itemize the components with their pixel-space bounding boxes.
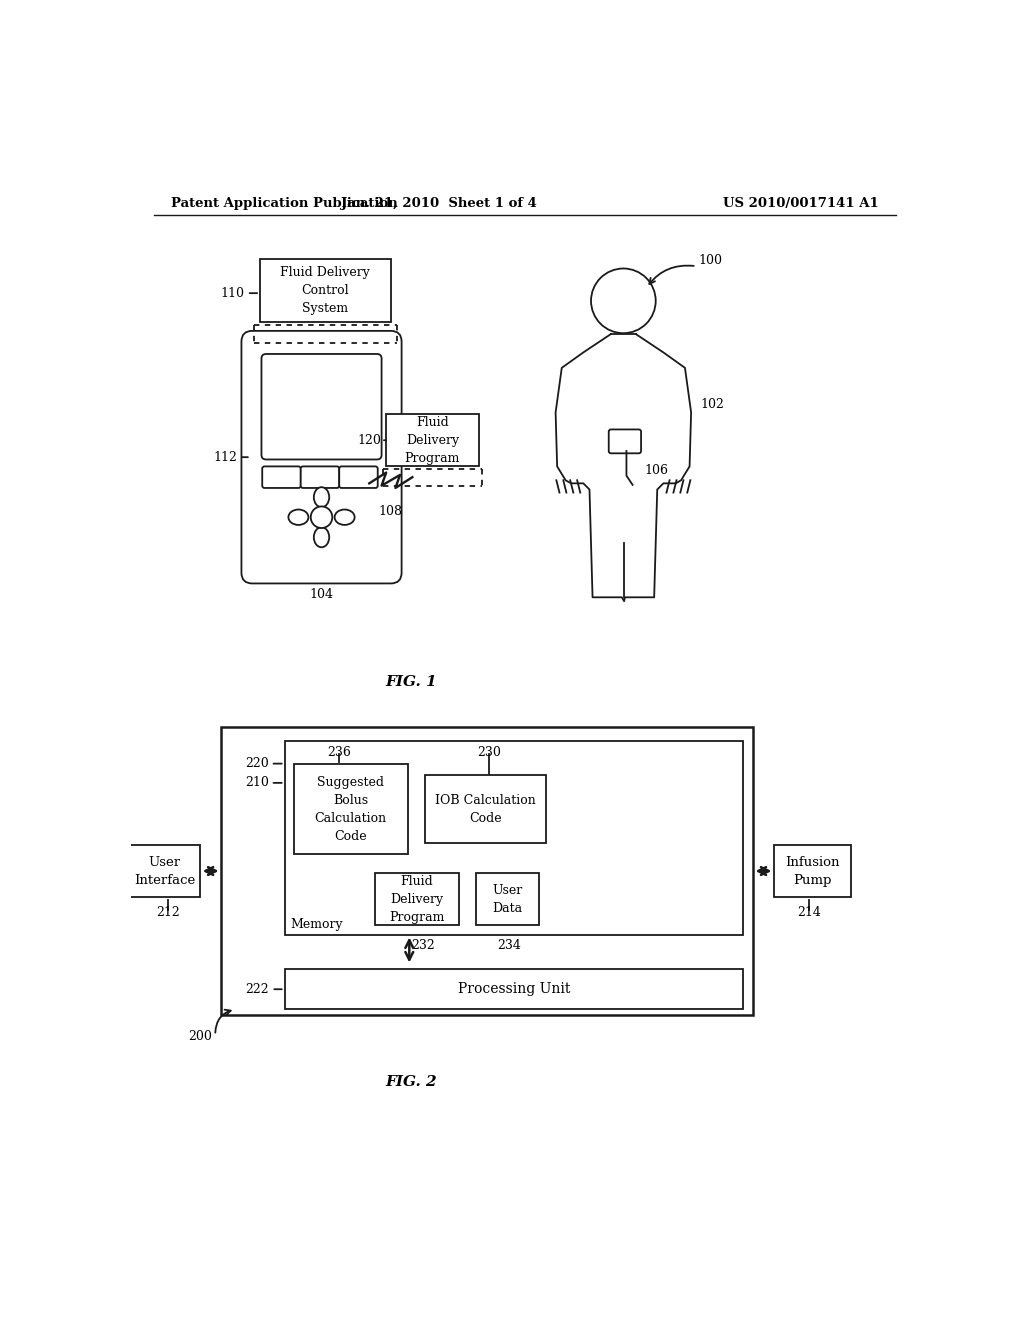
Text: 108: 108 bbox=[379, 506, 402, 517]
Bar bbox=[129, 845, 200, 898]
Bar bbox=[376, 873, 459, 925]
Text: User
Interface: User Interface bbox=[134, 855, 195, 887]
Bar bbox=[475, 873, 539, 925]
Text: Jan. 21, 2010  Sheet 1 of 4: Jan. 21, 2010 Sheet 1 of 4 bbox=[341, 197, 537, 210]
FancyBboxPatch shape bbox=[608, 429, 641, 453]
Text: 110: 110 bbox=[220, 286, 245, 300]
Bar bbox=[294, 763, 408, 854]
Circle shape bbox=[591, 268, 655, 333]
Bar bbox=[425, 775, 547, 843]
Bar bbox=[260, 259, 391, 322]
Text: US 2010/0017141 A1: US 2010/0017141 A1 bbox=[723, 197, 879, 210]
Text: 236: 236 bbox=[328, 746, 351, 759]
Bar bbox=[386, 414, 478, 466]
FancyBboxPatch shape bbox=[339, 466, 378, 488]
Text: 230: 230 bbox=[477, 746, 502, 759]
Text: Processing Unit: Processing Unit bbox=[458, 982, 570, 997]
Text: Fluid Delivery
Control
System: Fluid Delivery Control System bbox=[281, 265, 371, 314]
FancyBboxPatch shape bbox=[261, 354, 382, 459]
Text: Infusion
Pump: Infusion Pump bbox=[785, 855, 840, 887]
Ellipse shape bbox=[335, 510, 354, 525]
Bar bbox=[221, 726, 753, 1015]
Circle shape bbox=[310, 507, 333, 528]
Text: 106: 106 bbox=[645, 463, 669, 477]
Text: 120: 120 bbox=[357, 434, 382, 446]
FancyBboxPatch shape bbox=[242, 331, 401, 583]
Text: 220: 220 bbox=[246, 758, 269, 770]
Text: 232: 232 bbox=[412, 939, 435, 952]
Text: Suggested
Bolus
Calculation
Code: Suggested Bolus Calculation Code bbox=[314, 776, 387, 842]
Text: 102: 102 bbox=[700, 399, 724, 412]
Text: 112: 112 bbox=[213, 450, 237, 463]
Text: 200: 200 bbox=[188, 1031, 212, 1044]
Bar bbox=[285, 741, 743, 935]
Text: Fluid
Delivery
Program: Fluid Delivery Program bbox=[389, 875, 444, 924]
Text: 214: 214 bbox=[797, 906, 821, 919]
FancyBboxPatch shape bbox=[301, 466, 339, 488]
Text: 104: 104 bbox=[309, 589, 334, 601]
Ellipse shape bbox=[313, 527, 330, 548]
FancyBboxPatch shape bbox=[262, 466, 301, 488]
Text: 222: 222 bbox=[246, 982, 269, 995]
Text: 212: 212 bbox=[157, 906, 180, 919]
Bar bbox=[285, 969, 743, 1010]
Bar bbox=[774, 845, 851, 898]
Text: IOB Calculation
Code: IOB Calculation Code bbox=[435, 793, 536, 825]
Ellipse shape bbox=[313, 487, 330, 507]
Text: 234: 234 bbox=[497, 939, 520, 952]
Text: Patent Application Publication: Patent Application Publication bbox=[171, 197, 397, 210]
Ellipse shape bbox=[289, 510, 308, 525]
Text: 100: 100 bbox=[698, 255, 723, 268]
Text: FIG. 1: FIG. 1 bbox=[386, 675, 437, 689]
Text: FIG. 2: FIG. 2 bbox=[386, 1076, 437, 1089]
Text: User
Data: User Data bbox=[492, 883, 522, 915]
Text: Fluid
Delivery
Program: Fluid Delivery Program bbox=[404, 416, 460, 465]
Text: 210: 210 bbox=[246, 776, 269, 789]
Text: Memory: Memory bbox=[291, 919, 343, 932]
